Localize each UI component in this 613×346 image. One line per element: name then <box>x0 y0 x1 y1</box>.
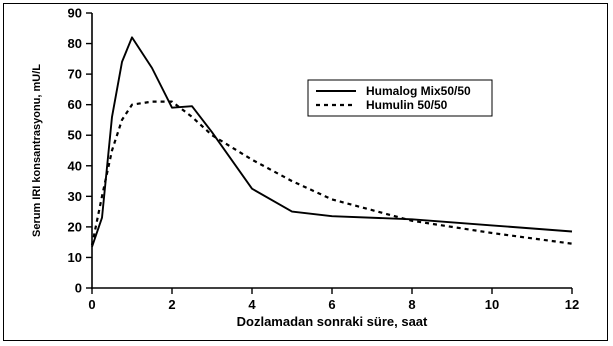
x-tick-label-4: 4 <box>248 297 256 312</box>
y-tick-label-20: 20 <box>68 219 82 234</box>
x-tick-label-2: 2 <box>168 297 175 312</box>
y-tick-label-0: 0 <box>75 281 82 296</box>
legend-box <box>307 79 493 117</box>
x-tick-label-8: 8 <box>408 297 415 312</box>
y-axis-label: Serum IRI konsantrasyonu, mU/L <box>31 64 43 237</box>
x-axis-label: Dozlamadan sonraki süre, saat <box>237 314 428 329</box>
y-tick-label-50: 50 <box>68 128 82 143</box>
y-tick-label-10: 10 <box>68 250 82 265</box>
legend-label-2: Humulin 50/50 <box>366 98 448 112</box>
y-tick-label-90: 90 <box>68 6 82 21</box>
x-tick-label-6: 6 <box>328 297 335 312</box>
y-tick-label-80: 80 <box>68 36 82 51</box>
x-tick-label-12: 12 <box>565 297 579 312</box>
series-line-1 <box>91 36 573 248</box>
x-tick-label-10: 10 <box>485 297 499 312</box>
series-lines <box>90 36 573 248</box>
ticks: 0 10 20 30 40 50 60 70 80 90 0 2 4 6 8 10 12 <box>68 6 580 313</box>
series-line-2 <box>90 100 573 246</box>
legend-label-1: Humalog Mix50/50 <box>366 84 471 98</box>
y-tick-label-40: 40 <box>68 158 82 173</box>
y-tick-label-60: 60 <box>68 97 82 112</box>
x-tick-label-0: 0 <box>88 297 95 312</box>
y-tick-label-70: 70 <box>68 67 82 82</box>
chart-frame <box>3 3 608 341</box>
y-tick-label-30: 30 <box>68 189 82 204</box>
axes <box>91 13 572 289</box>
